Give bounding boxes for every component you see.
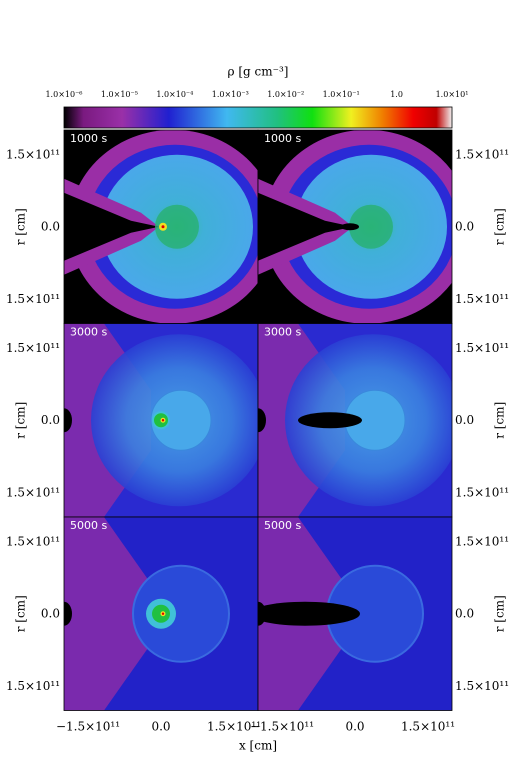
y-axis-label: r [cm] <box>493 208 507 245</box>
x-tick-label: 1.5×10¹¹ <box>401 720 455 734</box>
panel-label: 3000 s <box>70 326 107 339</box>
edge-hole <box>64 408 72 433</box>
wedge-core <box>258 192 353 261</box>
edge-hole <box>64 601 72 626</box>
panel-label: 5000 s <box>264 519 301 532</box>
colorbar-tick-label: 1.0×10¹ <box>436 90 469 99</box>
y-tick-label: 1.5×10¹¹ <box>6 292 60 306</box>
panel-image <box>258 130 452 324</box>
wedge-core <box>64 192 159 261</box>
panel-label: 1000 s <box>264 132 301 145</box>
y-axis-label: r [cm] <box>14 208 28 245</box>
y-tick-label: 0.0 <box>455 606 474 620</box>
star-core <box>161 419 165 422</box>
star-core <box>161 225 165 229</box>
colorbar-tick-label: 1.0×10⁻⁶ <box>45 90 82 99</box>
panel-image <box>258 517 452 711</box>
x-axis-label: x [cm] <box>239 739 277 753</box>
y-tick-label: 0.0 <box>41 219 60 233</box>
panel-frame <box>257 516 453 711</box>
star-core <box>161 612 165 615</box>
colorbar <box>63 106 453 129</box>
colorbar-tick-label: 1.0×10⁻³ <box>212 90 249 99</box>
jet <box>258 601 360 626</box>
y-tick-label: 1.5×10¹¹ <box>6 679 60 693</box>
y-tick-label: 0.0 <box>455 219 474 233</box>
y-tick-label: 1.5×10¹¹ <box>455 535 509 549</box>
y-tick-label: 1.5×10¹¹ <box>6 341 60 355</box>
x-tick-label: −1.5×10¹¹ <box>250 720 314 734</box>
green-core <box>155 204 199 249</box>
panel-image <box>258 323 452 517</box>
y-tick-label: 1.5×10¹¹ <box>455 486 509 500</box>
panel-label: 1000 s <box>70 132 107 145</box>
panel-label: 5000 s <box>70 519 107 532</box>
green-core <box>349 204 393 249</box>
y-axis-label: r [cm] <box>493 595 507 632</box>
colorbar-tick-label: 1.0 <box>390 90 403 99</box>
y-tick-label: 0.0 <box>455 413 474 427</box>
y-tick-label: 1.5×10¹¹ <box>455 148 509 162</box>
purple-region <box>64 517 151 711</box>
jet <box>298 412 362 429</box>
shell <box>132 564 230 663</box>
x-tick-label: 1.5×10¹¹ <box>207 720 261 734</box>
edge-hole <box>258 408 266 433</box>
x-tick-label: 0.0 <box>345 720 364 734</box>
y-axis-label: r [cm] <box>14 595 28 632</box>
jet <box>341 223 359 231</box>
inner <box>150 389 212 451</box>
y-tick-label: 0.0 <box>41 413 60 427</box>
y-axis-label: r [cm] <box>14 402 28 439</box>
x-tick-label: 0.0 <box>151 720 170 734</box>
panel-image <box>64 517 258 711</box>
y-tick-label: 1.5×10¹¹ <box>6 486 60 500</box>
x-tick-label: −1.5×10¹¹ <box>56 720 120 734</box>
panel-label: 3000 s <box>264 326 301 339</box>
y-tick-label: 1.5×10¹¹ <box>455 292 509 306</box>
panel-image <box>64 323 258 517</box>
colorbar-tick-label: 1.0×10⁻⁴ <box>156 90 193 99</box>
y-axis-label: r [cm] <box>493 402 507 439</box>
y-tick-label: 1.5×10¹¹ <box>6 535 60 549</box>
colorbar-tick-label: 1.0×10⁻¹ <box>323 90 360 99</box>
y-tick-label: 1.5×10¹¹ <box>455 341 509 355</box>
colorbar-tick-label: 1.0×10⁻⁵ <box>101 90 138 99</box>
y-tick-label: 1.5×10¹¹ <box>6 148 60 162</box>
colorbar-label: ρ [g cm⁻³] <box>228 65 289 79</box>
colorbar-tick-label: 1.0×10⁻² <box>267 90 304 99</box>
panel-image <box>64 130 258 324</box>
y-tick-label: 0.0 <box>41 606 60 620</box>
y-tick-label: 1.5×10¹¹ <box>455 679 509 693</box>
